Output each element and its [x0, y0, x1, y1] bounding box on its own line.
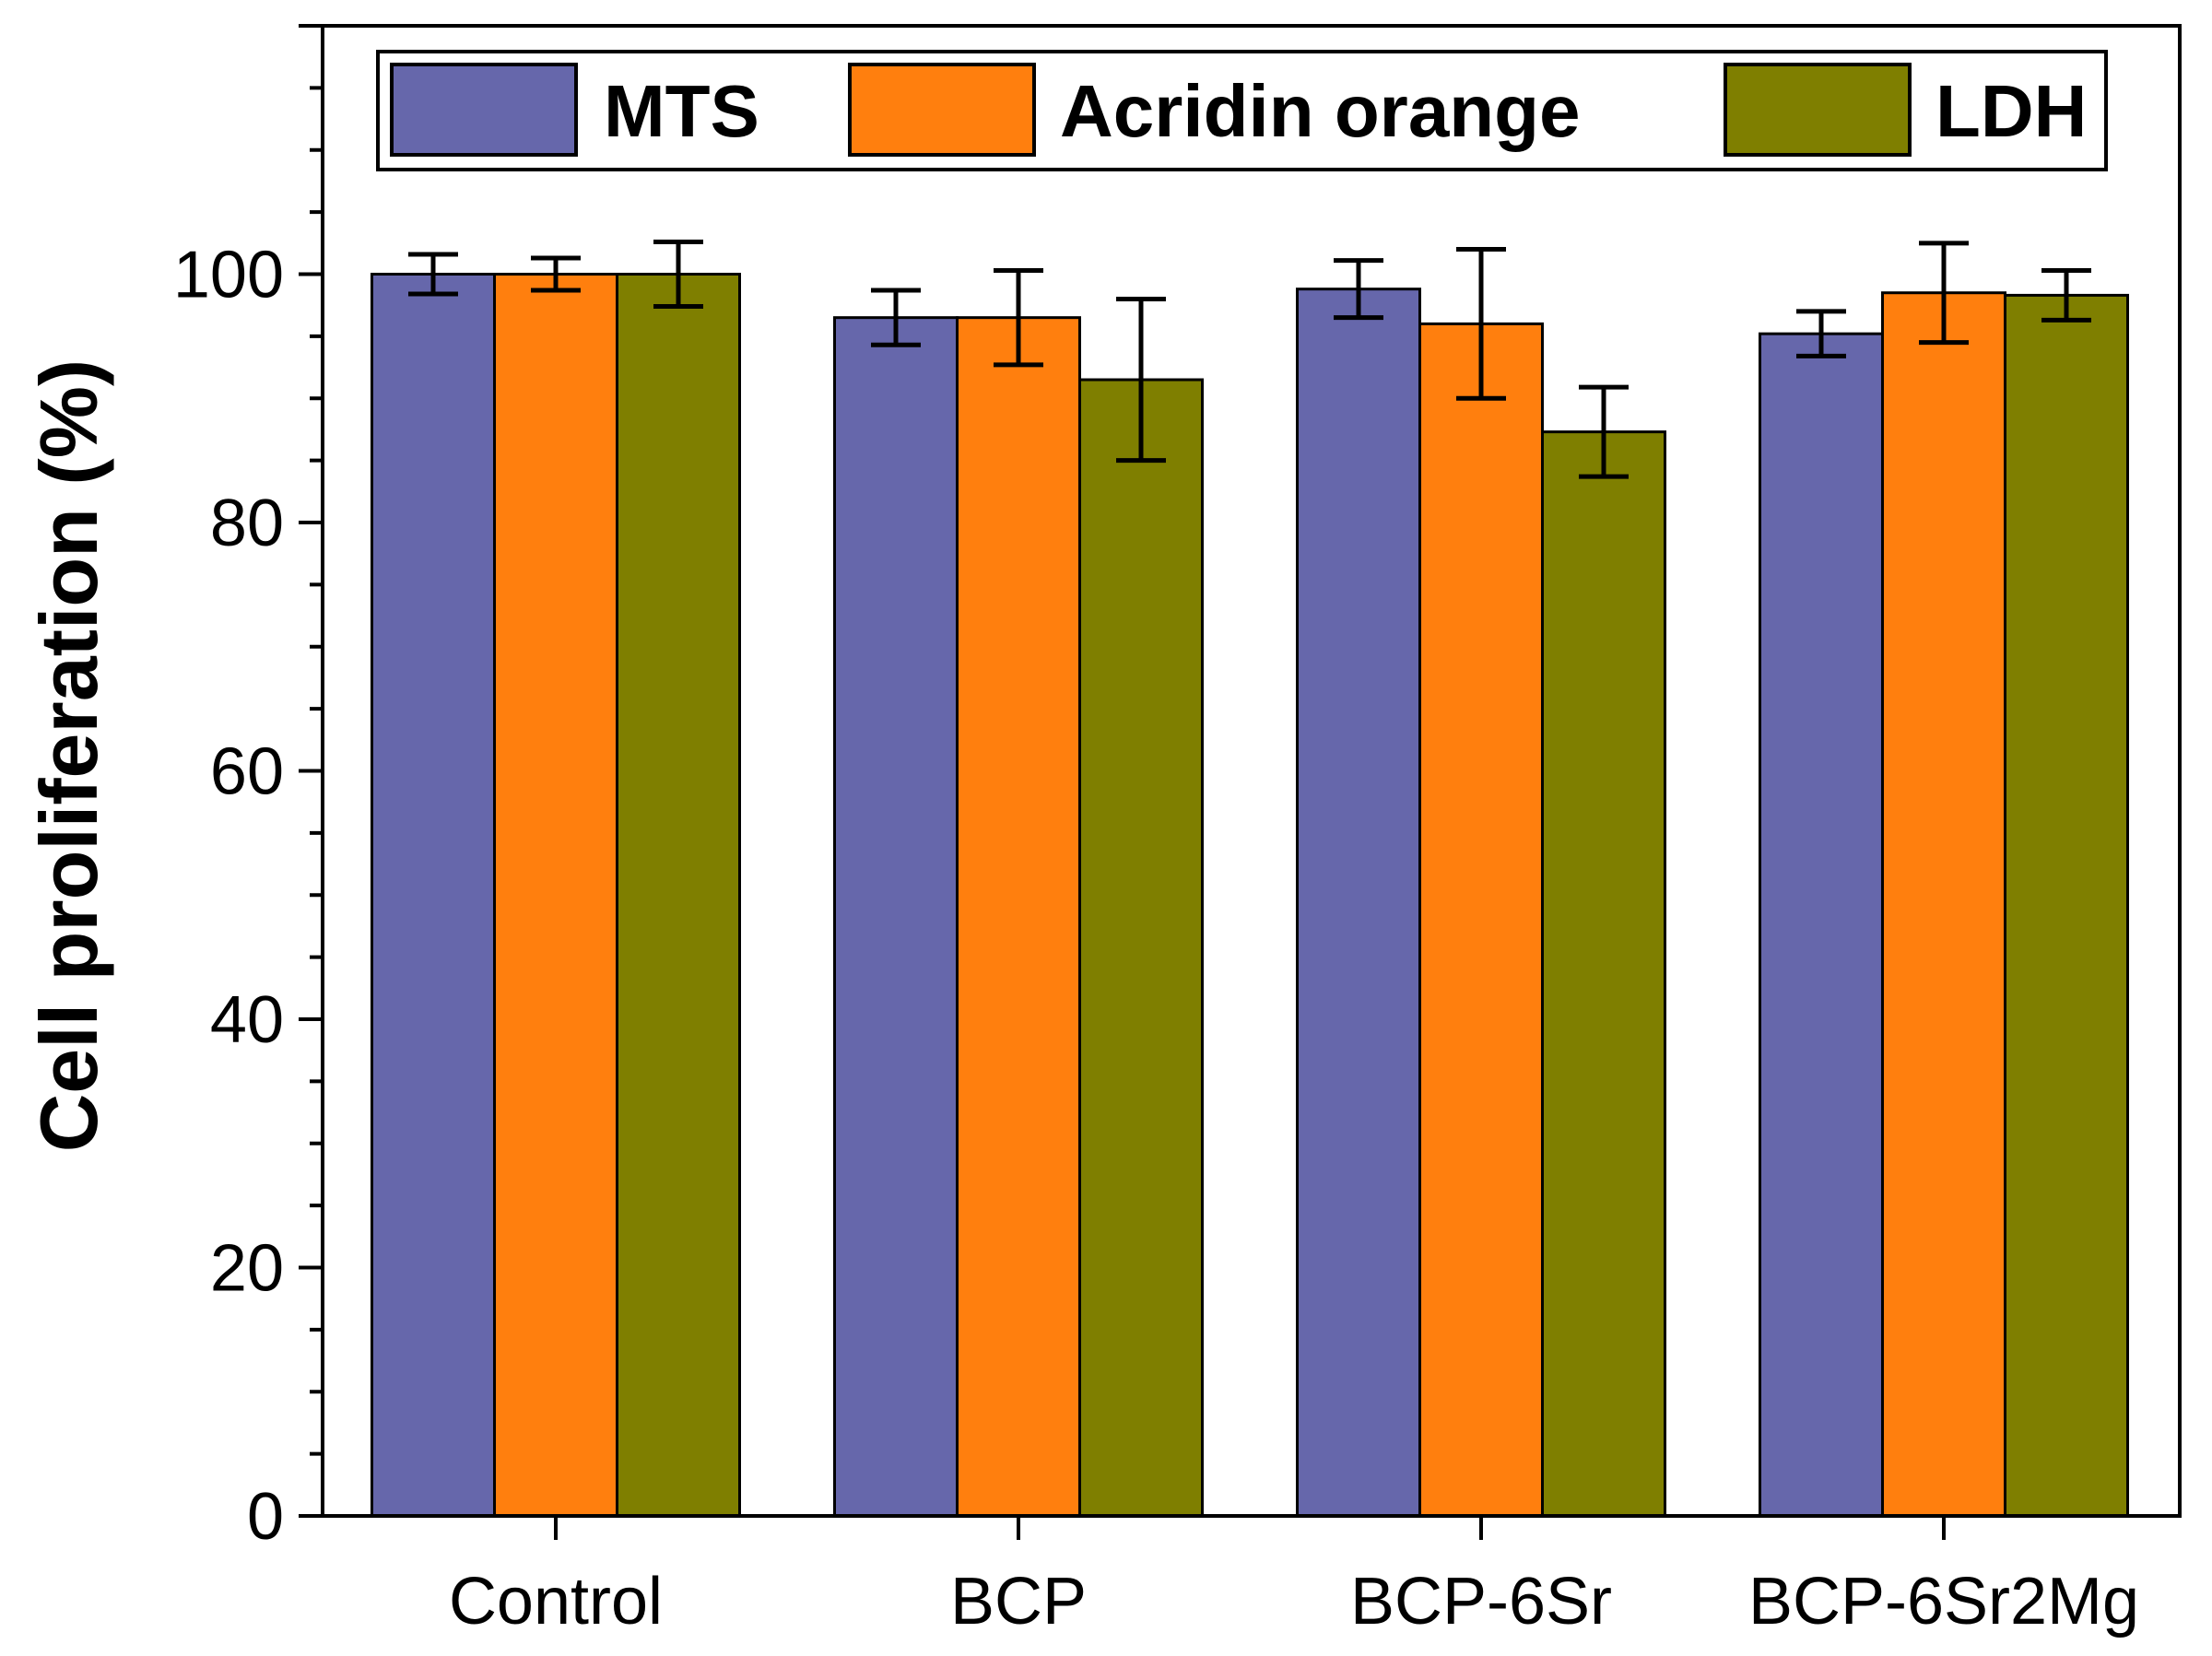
- legend-label: Acridin orange: [1060, 70, 1581, 152]
- error-bar-acridin-orange-bcp-6sr: [1456, 247, 1506, 401]
- x-tick-label-bcp-6sr2mg: BCP-6Sr2Mg: [1748, 1565, 2139, 1638]
- x-tick-label-control: Control: [449, 1565, 663, 1638]
- x-tick-label-bcp: BCP: [950, 1565, 1087, 1638]
- bars-layer: [371, 273, 2129, 1518]
- error-bar-mts-bcp-6sr: [1334, 258, 1383, 321]
- bar-mts-bcp-6sr: [1296, 288, 1421, 1518]
- bar-mts-bcp-6sr2mg: [1759, 332, 1884, 1518]
- axis-labels: Cell proliferation (%): [23, 359, 114, 1153]
- y-tick-label: 80: [210, 487, 284, 560]
- bar-ldh-bcp-6sr: [1541, 430, 1666, 1518]
- bar-acridin-orange-control: [493, 273, 618, 1518]
- legend-swatch: [848, 63, 1036, 157]
- bar-mts-control: [371, 273, 496, 1518]
- y-tick-label: 0: [247, 1480, 284, 1554]
- bar-ldh-bcp-6sr2mg: [2004, 293, 2129, 1518]
- bar-acridin-orange-bcp-6sr: [1418, 322, 1544, 1518]
- error-bar-acridin-orange-control: [531, 255, 581, 293]
- error-bars-layer: [408, 239, 2091, 479]
- bar-mts-bcp: [833, 316, 959, 1518]
- error-bar-ldh-bcp: [1116, 296, 1166, 464]
- legend-label: LDH: [1936, 70, 2087, 152]
- error-bar-mts-bcp-6sr2mg: [1796, 309, 1846, 358]
- legend: MTS Acridin orange LDH: [376, 50, 2108, 171]
- error-bar-ldh-control: [653, 239, 703, 310]
- y-tick-label: 20: [210, 1232, 284, 1306]
- axis-ticks: 0 20 40 60 80 100 Control BCP BCP-6Sr BCP-6Sr2Mg: [173, 24, 2139, 1638]
- error-bar-ldh-bcp-6sr2mg: [2041, 267, 2091, 323]
- error-bar-acridin-orange-bcp-6sr2mg: [1919, 241, 1969, 346]
- bar-acridin-orange-bcp: [956, 316, 1081, 1518]
- bar-ldh-bcp: [1078, 378, 1204, 1518]
- error-bar-mts-control: [408, 252, 458, 297]
- bar-acridin-orange-bcp-6sr2mg: [1881, 291, 2006, 1518]
- y-axis-title: Cell proliferation (%): [23, 359, 114, 1153]
- bar-ldh-control: [616, 273, 741, 1518]
- error-bar-ldh-bcp-6sr: [1579, 384, 1629, 479]
- error-bar-mts-bcp: [871, 288, 921, 347]
- legend-swatch: [1724, 63, 1912, 157]
- x-tick-label-bcp-6sr: BCP-6Sr: [1350, 1565, 1612, 1638]
- legend-item-mts: MTS: [390, 63, 759, 157]
- y-tick-label: 100: [173, 239, 284, 312]
- y-tick-label: 40: [210, 983, 284, 1057]
- y-tick-label: 60: [210, 735, 284, 809]
- legend-item-acridin-orange: Acridin orange: [848, 63, 1581, 157]
- legend-label: MTS: [604, 70, 759, 152]
- error-bar-acridin-orange-bcp: [994, 267, 1043, 368]
- legend-item-ldh: LDH: [1724, 63, 2087, 157]
- legend-swatch: [390, 63, 578, 157]
